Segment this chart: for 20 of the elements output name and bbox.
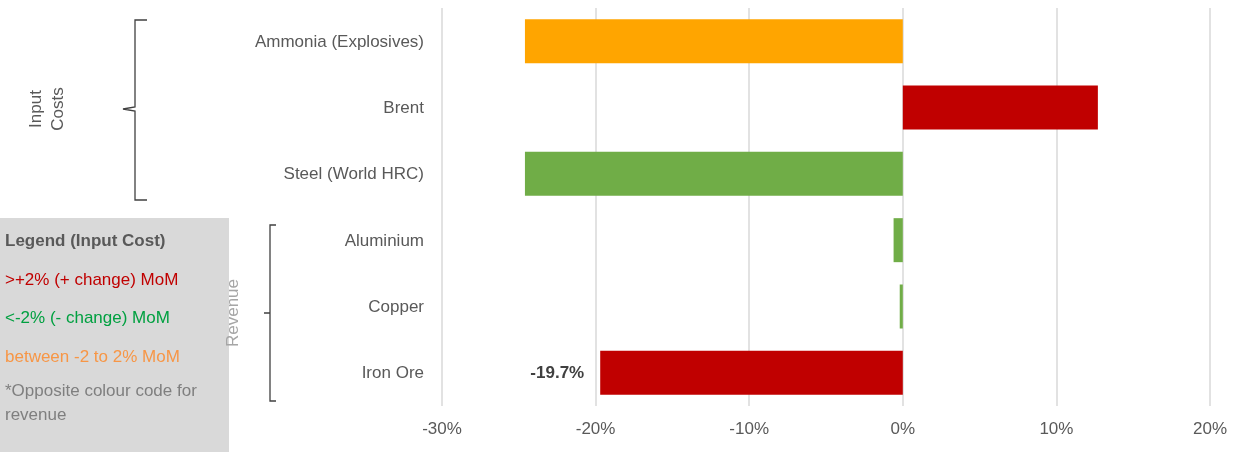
text: Input Costs [25, 87, 67, 131]
x-tick-label: -20% [575, 419, 616, 438]
text: >+2% (+ change) MoM [5, 269, 179, 289]
x-tick-label: 10% [1039, 419, 1074, 438]
y-tick-label: Iron Ore [361, 363, 424, 383]
x-tick-label: 20% [1192, 419, 1228, 438]
text: <-2% (- change) MoM [5, 307, 170, 327]
text: *Opposite colour code for revenue [5, 380, 202, 424]
text: Revenue [222, 278, 242, 348]
y-tick-label: Steel (World HRC) [283, 164, 424, 184]
text: Legend (Input Cost) [5, 230, 166, 250]
x-tick-label: 0% [890, 419, 916, 438]
data-label: -19.7% [530, 363, 585, 383]
y-tick-label: Aluminium [344, 230, 424, 250]
y-tick-label: Copper [368, 297, 425, 316]
y-tick-label: Brent [383, 98, 425, 117]
x-tick-label: -30% [422, 419, 462, 438]
x-tick-label: -10% [729, 419, 770, 438]
y-tick-label: Ammonia (Explosives) [254, 31, 424, 51]
text: between -2 to 2% MoM [5, 346, 180, 366]
